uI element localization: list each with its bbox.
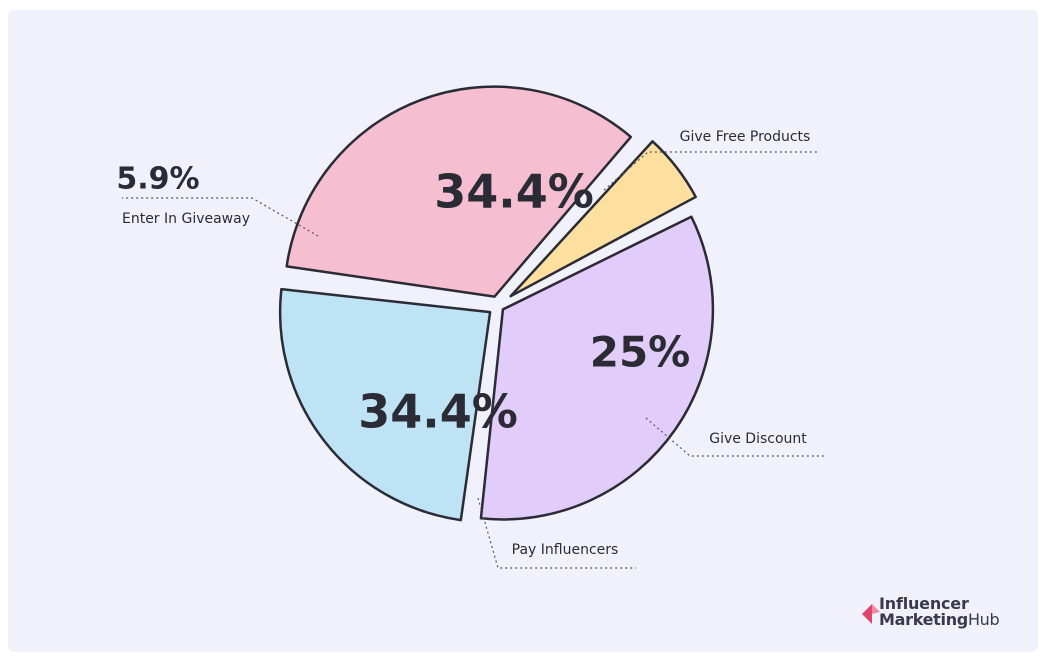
category-label-enter-in-giveaway: Enter In Giveaway: [122, 211, 250, 227]
logo-text-hub: Hub: [967, 610, 1000, 629]
leader-line-enter-in-giveaway: [122, 197, 319, 237]
logo-text-line2: MarketingHub: [879, 610, 1000, 629]
value-label-enter-in-giveaway: 5.9%: [116, 162, 199, 197]
category-label-pay-influencers: Pay Influencers: [512, 542, 619, 558]
category-label-give-discount: Give Discount: [709, 431, 807, 447]
category-label-give-free-products: Give Free Products: [680, 129, 811, 145]
influencer-marketing-hub-logo: Influencer MarketingHub: [860, 594, 1020, 634]
pie-slice-give-discount: [278, 287, 492, 522]
value-label-pay-influencers: 34.4%: [358, 385, 518, 439]
value-label-give-free-products: 34.4%: [434, 165, 594, 219]
value-label-give-discount: 25%: [590, 328, 691, 377]
logo-text-line1: Influencer: [879, 594, 969, 613]
logo-text-marketing: Marketing: [879, 610, 968, 629]
pie-slice-enter-in-giveaway: [509, 140, 697, 298]
pie-slice-pay-influencers: [285, 85, 633, 298]
logo-mark-icon: [862, 604, 880, 624]
pie-slice-give-free-products: [479, 215, 715, 521]
